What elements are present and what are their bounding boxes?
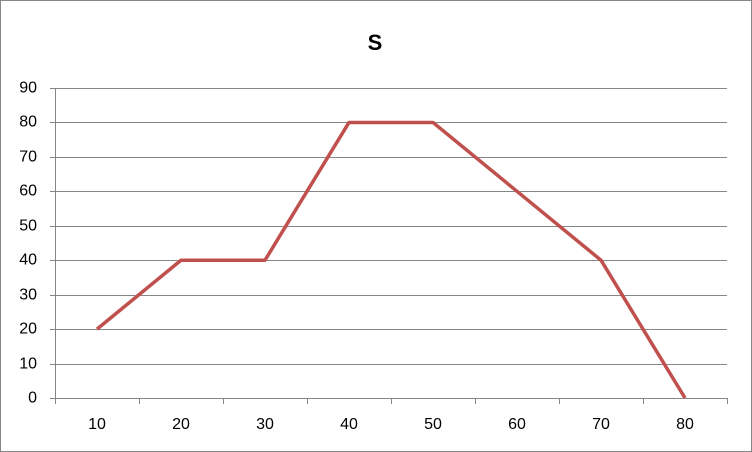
y-tick-label: 20	[19, 321, 37, 338]
x-tick-label: 20	[172, 416, 190, 433]
x-tick-label: 10	[88, 416, 106, 433]
y-tick-label: 0	[28, 390, 37, 407]
chart-title: S	[368, 30, 383, 55]
x-tick-label: 40	[340, 416, 358, 433]
y-tick-label: 30	[19, 287, 37, 304]
data-line	[95, 120, 687, 399]
x-tick-label: 80	[676, 416, 694, 433]
y-tick-label: 60	[19, 183, 37, 200]
x-tick-label: 70	[592, 416, 610, 433]
x-tick-label: 30	[256, 416, 274, 433]
y-tick-label: 80	[19, 114, 37, 131]
y-tick-label: 40	[19, 252, 37, 269]
y-tick-label: 10	[19, 356, 37, 373]
y-tick-label: 70	[19, 149, 37, 166]
x-tick-label: 60	[508, 416, 526, 433]
y-tick-label: 90	[19, 80, 37, 97]
x-tick-label: 50	[424, 416, 442, 433]
y-tick-label: 50	[19, 218, 37, 235]
